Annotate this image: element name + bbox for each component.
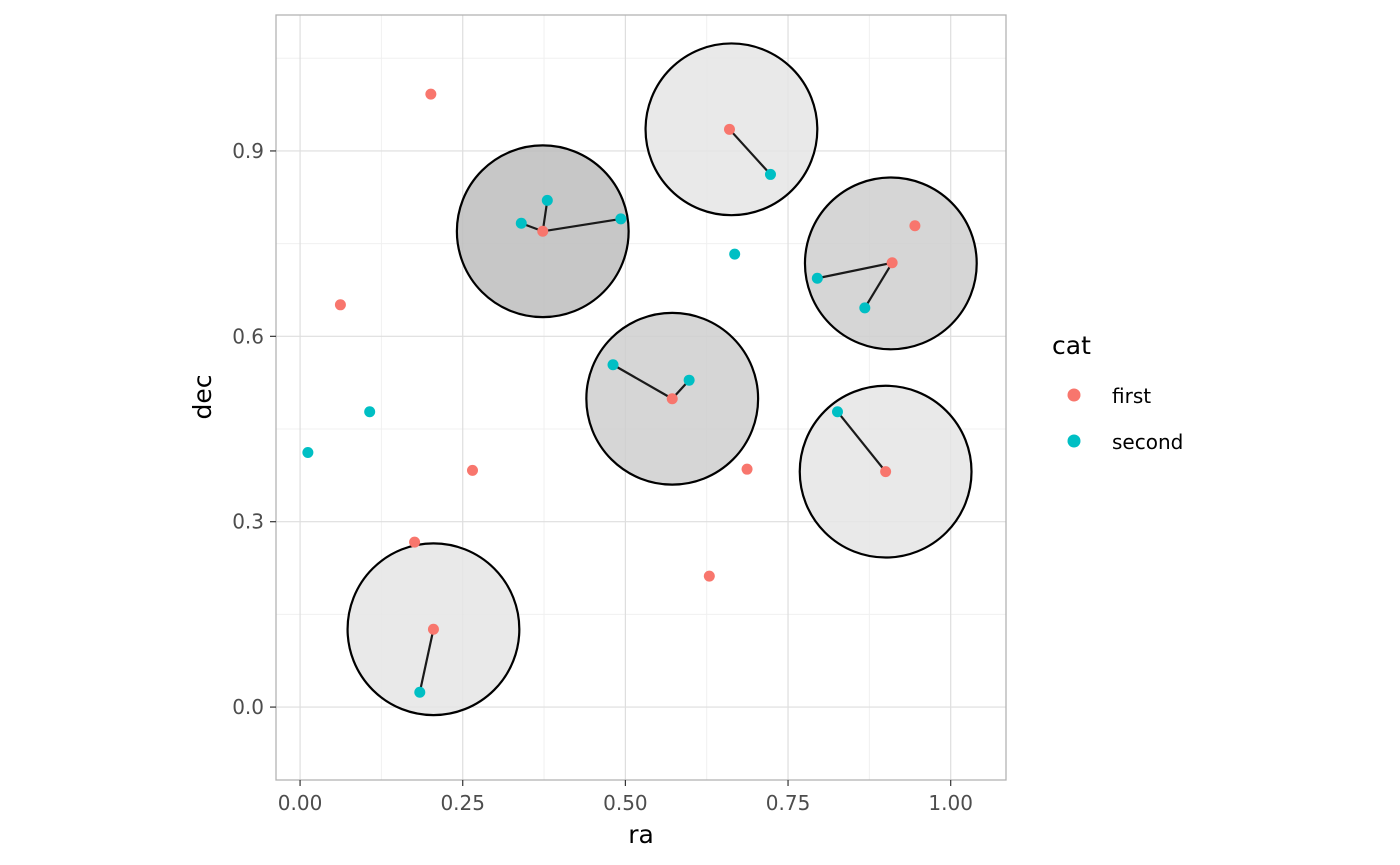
legend-swatch-second xyxy=(1067,434,1081,448)
x-tick-label: 0.00 xyxy=(278,791,323,815)
data-point-first xyxy=(723,123,735,135)
legend-item-second: second xyxy=(1067,430,1183,454)
plot-panel-border xyxy=(275,14,1007,781)
data-point-first xyxy=(909,220,921,232)
links-layer xyxy=(418,128,894,693)
match-link xyxy=(542,217,622,233)
match-link xyxy=(836,411,887,473)
data-point-first xyxy=(880,466,892,478)
data-point-second xyxy=(831,406,843,418)
data-point-first xyxy=(427,623,439,635)
legend-swatch-first xyxy=(1067,388,1081,402)
data-point-second xyxy=(541,194,553,206)
y-axis-ticks: 0.0 0.3 0.6 0.9 xyxy=(232,139,276,719)
data-point-second xyxy=(811,272,823,284)
y-axis-title: dec xyxy=(188,375,217,420)
data-point-second xyxy=(302,446,314,458)
x-axis-ticks: 0.00 0.25 0.50 0.75 1.00 xyxy=(278,780,973,815)
match-link xyxy=(612,363,673,400)
data-point-second xyxy=(515,217,527,229)
data-point-first xyxy=(466,464,478,476)
data-point-second xyxy=(364,406,376,418)
y-tick-label: 0.0 xyxy=(232,695,264,719)
legend-item-first: first xyxy=(1067,384,1151,408)
data-point-second xyxy=(764,168,776,180)
data-point-first xyxy=(703,570,715,582)
x-tick-label: 0.75 xyxy=(766,791,811,815)
data-point-first xyxy=(334,299,346,311)
legend-label-second: second xyxy=(1112,430,1183,454)
data-point-second xyxy=(683,374,695,386)
data-point-first xyxy=(741,463,753,475)
data-point-first xyxy=(409,536,421,548)
y-tick-label: 0.3 xyxy=(232,510,264,534)
data-point-second xyxy=(729,248,741,260)
data-point-first xyxy=(666,393,678,405)
data-point-second xyxy=(615,213,627,225)
x-tick-label: 1.00 xyxy=(928,791,973,815)
points-layer xyxy=(302,88,921,698)
data-point-first xyxy=(425,88,437,100)
data-point-second xyxy=(859,302,871,314)
match-link xyxy=(817,261,893,280)
data-point-second xyxy=(607,359,619,371)
legend-title: cat xyxy=(1052,331,1091,360)
legend-label-first: first xyxy=(1112,384,1151,408)
data-point-first xyxy=(537,225,549,237)
y-tick-label: 0.9 xyxy=(232,139,264,163)
data-point-first xyxy=(886,257,898,269)
x-axis-title: ra xyxy=(628,820,654,849)
match-link xyxy=(418,628,435,693)
match-link xyxy=(728,128,772,176)
x-tick-label: 0.25 xyxy=(440,791,485,815)
legend: cat first second xyxy=(1052,331,1183,454)
match-link xyxy=(863,262,894,309)
y-tick-label: 0.6 xyxy=(232,324,264,348)
x-tick-label: 0.50 xyxy=(603,791,648,815)
data-point-second xyxy=(414,686,426,698)
